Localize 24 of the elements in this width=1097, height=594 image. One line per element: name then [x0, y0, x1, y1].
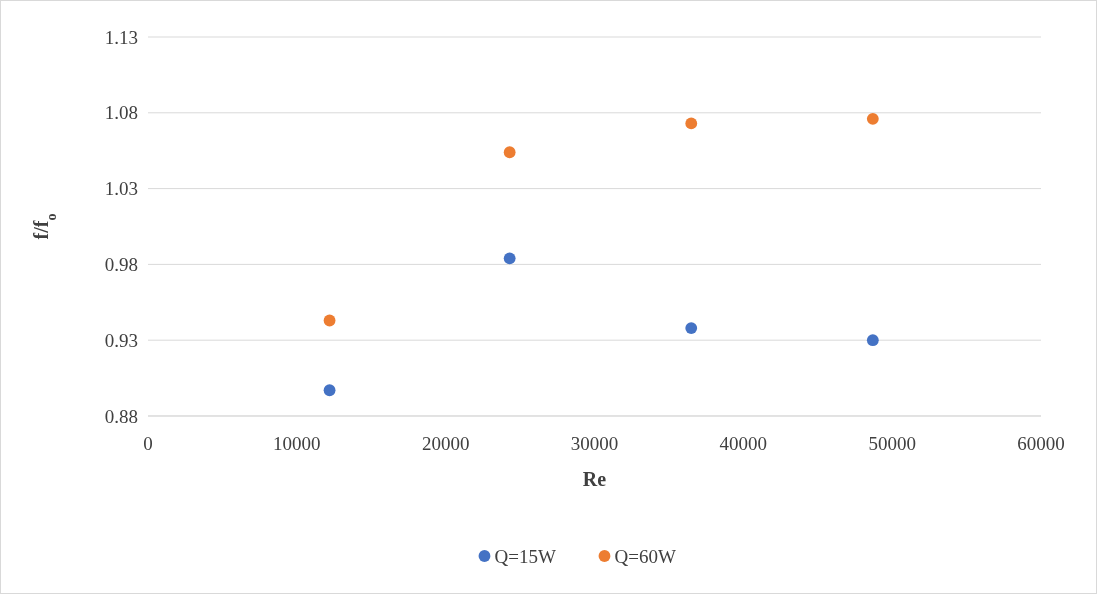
- x-tick-label: 20000: [421, 433, 470, 454]
- point: [685, 322, 698, 334]
- legend-label: Q=15W: [494, 545, 556, 567]
- x-tick-label: 40000: [719, 433, 768, 454]
- point: [503, 146, 516, 159]
- y-tick-label: 1.13: [104, 26, 138, 48]
- y-tick-label: 0.93: [104, 329, 138, 351]
- y-tick-label: 0.88: [104, 405, 138, 427]
- point: [685, 117, 698, 130]
- x-axis-title: Re: [582, 468, 607, 490]
- point: [323, 314, 336, 327]
- x-tick-label: 50000: [868, 433, 916, 454]
- x-tick-label: 10000: [273, 433, 321, 454]
- point: [866, 112, 879, 125]
- y-tick-label: 1.03: [104, 178, 138, 200]
- point: [503, 252, 516, 265]
- legend-label: Q=60W: [614, 545, 676, 567]
- x-tick-label: 30000: [570, 433, 619, 454]
- y-tick-label: 1.08: [104, 102, 138, 124]
- y-tick-label: 0.98: [104, 254, 138, 276]
- x-tick-label: 60000: [1017, 433, 1065, 454]
- x-tick-label: 0: [143, 433, 153, 454]
- point: [323, 384, 336, 397]
- point: [866, 334, 879, 347]
